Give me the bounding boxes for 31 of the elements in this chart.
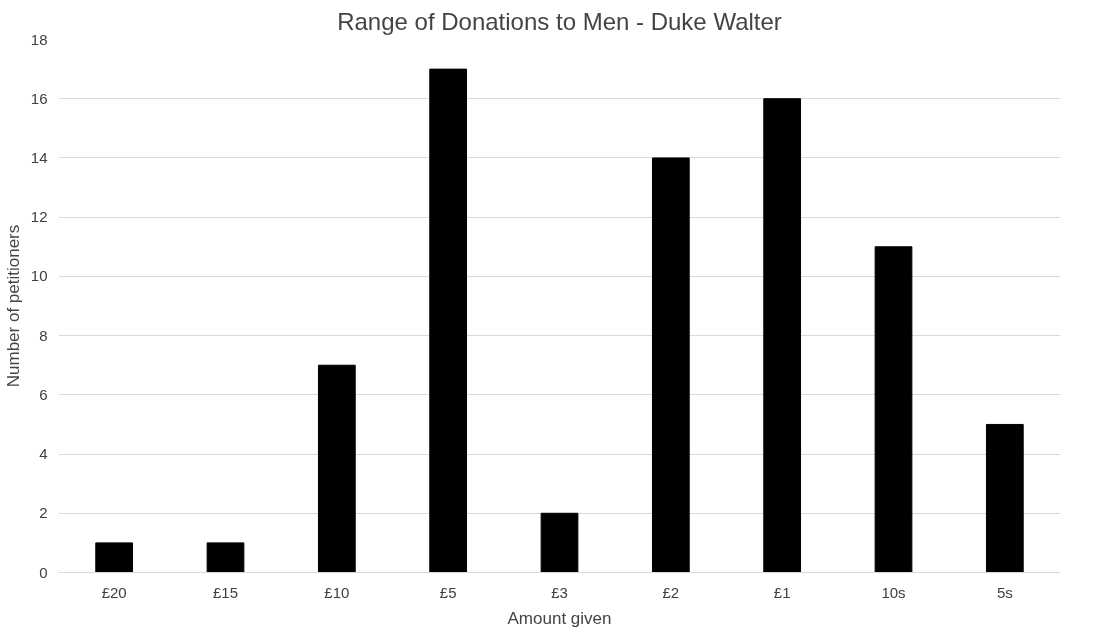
y-tick-label: 18 bbox=[30, 30, 48, 48]
bar bbox=[651, 157, 690, 573]
y-tick-label: 16 bbox=[30, 89, 48, 107]
x-tick-label: 5s bbox=[996, 583, 1013, 601]
y-tick-label: 4 bbox=[39, 445, 48, 463]
bar bbox=[429, 68, 468, 573]
x-axis-title: Amount given bbox=[507, 608, 612, 628]
x-tick-label: £15 bbox=[212, 583, 239, 601]
x-tick-label: £20 bbox=[101, 583, 127, 601]
y-tick-label: 2 bbox=[39, 504, 48, 522]
x-tick-label: £10 bbox=[324, 583, 350, 601]
y-axis-title: Number of petitioners bbox=[3, 224, 23, 388]
bar bbox=[95, 542, 134, 573]
y-tick-label: 14 bbox=[30, 148, 48, 166]
y-tick-label: 6 bbox=[39, 385, 48, 403]
bar bbox=[874, 246, 913, 573]
x-tick-label: £2 bbox=[662, 583, 680, 601]
bar bbox=[206, 542, 245, 573]
bar bbox=[985, 423, 1024, 573]
chart-title: Range of Donations to Men - Duke Walter bbox=[337, 7, 782, 35]
x-tick-label: 10s bbox=[881, 583, 906, 601]
x-tick-label: £1 bbox=[773, 583, 791, 601]
y-tick-label: 10 bbox=[30, 267, 48, 285]
y-tick-label: 12 bbox=[30, 208, 48, 226]
bar bbox=[763, 98, 802, 573]
y-tick-label: 0 bbox=[39, 563, 48, 581]
x-tick-label: £5 bbox=[439, 583, 457, 601]
bar bbox=[317, 364, 356, 573]
x-tick-label: £3 bbox=[551, 583, 568, 601]
y-tick-label: 8 bbox=[39, 326, 48, 344]
bar bbox=[540, 512, 579, 573]
